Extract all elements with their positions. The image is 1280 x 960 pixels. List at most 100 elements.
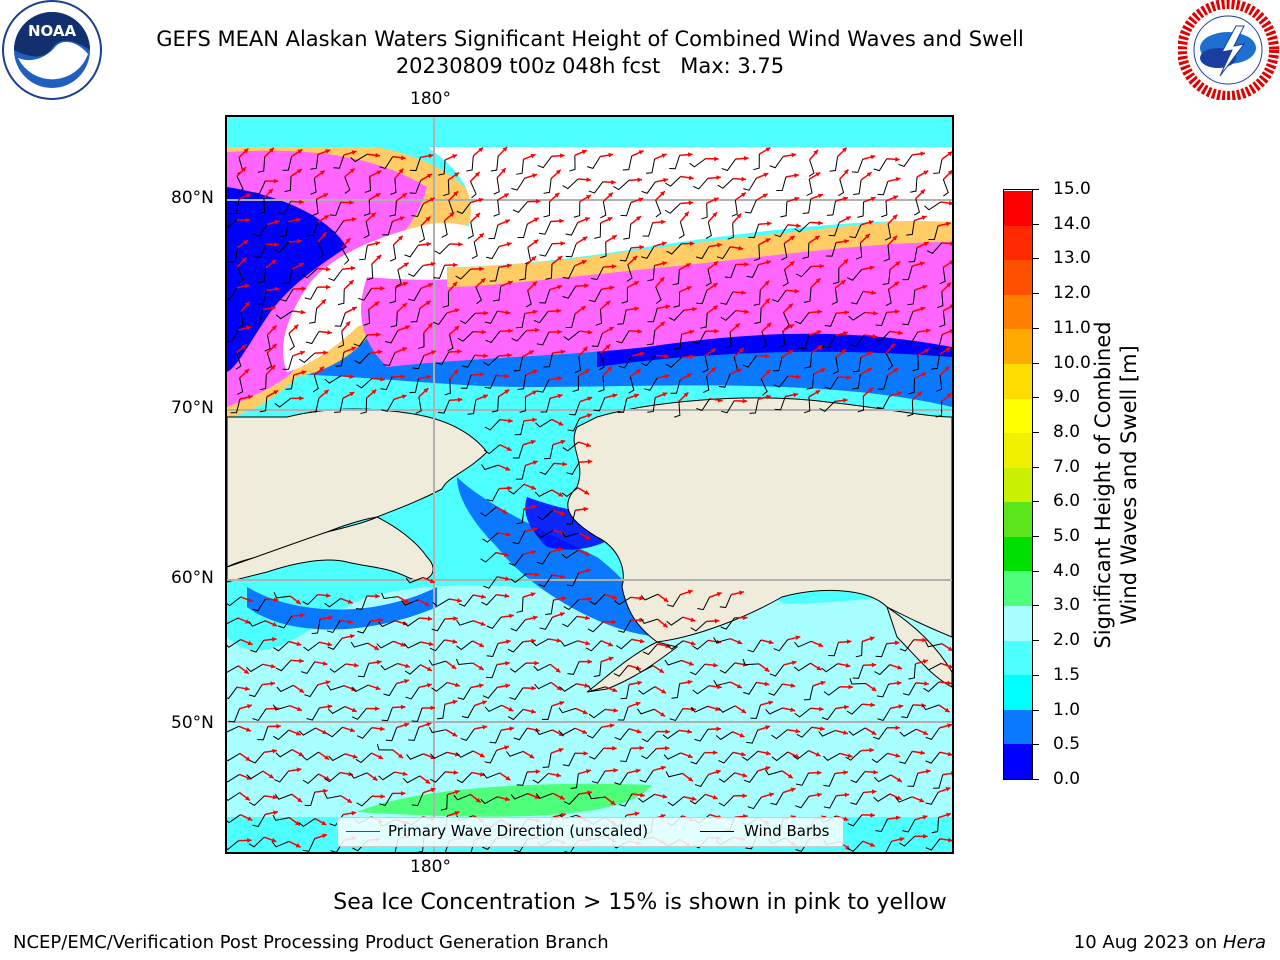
wave-direction-arrowhead bbox=[796, 223, 801, 229]
wave-direction-arrowhead bbox=[637, 328, 642, 334]
wind-barb bbox=[376, 743, 393, 751]
wind-barb bbox=[356, 727, 373, 739]
wind-barb bbox=[227, 686, 238, 700]
colorbar-tick-label: 8.0 bbox=[1032, 421, 1081, 442]
wave-direction-arrowhead bbox=[345, 238, 351, 244]
wave-direction-arrowhead bbox=[555, 667, 561, 673]
wind-barb bbox=[353, 334, 369, 347]
wind-barb bbox=[719, 594, 732, 609]
wind-barb bbox=[509, 662, 527, 673]
wave-direction-arrowhead bbox=[843, 770, 848, 775]
wave-direction-arrowhead bbox=[327, 704, 333, 710]
title-line-2: 20230809 t00z 048h fcst Max: 3.75 bbox=[395, 54, 785, 78]
wind-barb bbox=[403, 641, 421, 649]
wind-barb bbox=[237, 377, 244, 395]
wind-barb bbox=[563, 599, 580, 611]
wave-direction-arrowhead bbox=[639, 244, 644, 250]
wave-direction-arrowhead bbox=[845, 662, 851, 668]
wave-direction-arrowhead bbox=[740, 192, 746, 198]
wind-barb bbox=[662, 730, 680, 740]
wave-direction-arrowhead bbox=[923, 730, 929, 735]
wind-barb bbox=[273, 241, 290, 253]
wind-barb bbox=[725, 332, 732, 349]
wind-barb bbox=[617, 309, 627, 325]
wind-barb bbox=[415, 396, 422, 414]
wave-direction-arrowhead bbox=[247, 640, 253, 646]
wave-direction-arrowhead bbox=[502, 509, 508, 514]
vector-layer bbox=[227, 146, 952, 852]
wave-direction-arrowhead bbox=[478, 683, 484, 689]
wave-direction-arrowhead bbox=[557, 329, 562, 335]
wave-direction-arrowhead bbox=[323, 389, 329, 395]
wind-barb bbox=[411, 707, 423, 722]
wind-barb bbox=[873, 158, 888, 172]
wind-barb bbox=[484, 419, 501, 431]
wave-direction-arrowhead bbox=[351, 707, 357, 713]
wind-barb bbox=[536, 529, 554, 539]
wind-barb bbox=[655, 286, 662, 304]
wind-barb bbox=[516, 313, 526, 329]
wave-direction-arrowhead bbox=[404, 325, 410, 330]
wave-direction-arrowhead bbox=[268, 773, 274, 779]
wind-barb bbox=[536, 379, 550, 393]
wind-barb bbox=[337, 331, 345, 348]
wave-direction-arrowhead bbox=[895, 725, 900, 731]
wave-direction-arrowhead bbox=[323, 215, 329, 220]
wind-barb-swatch bbox=[700, 831, 734, 832]
wave-direction-arrowhead bbox=[687, 729, 692, 734]
wave-direction-arrowhead bbox=[898, 330, 903, 336]
wave-direction-arrowhead bbox=[376, 332, 381, 338]
wind-barb bbox=[907, 772, 919, 787]
wind-barb bbox=[850, 291, 864, 305]
wave-direction-arrowhead bbox=[817, 345, 823, 350]
wind-barb bbox=[456, 658, 473, 666]
wave-direction-arrowhead bbox=[479, 266, 484, 272]
wind-barb bbox=[719, 662, 736, 674]
wind-barb bbox=[381, 592, 398, 600]
wind-barb bbox=[408, 288, 422, 302]
wind-barb bbox=[875, 312, 888, 327]
sea-ice-blue-under bbox=[227, 187, 347, 372]
wave-direction-arrowhead bbox=[712, 212, 718, 218]
colorbar-label-line1: Significant Height of Combined bbox=[1091, 321, 1115, 649]
wave-direction-arrowhead bbox=[560, 574, 565, 579]
wave-direction-arrowhead bbox=[587, 459, 593, 465]
wind-barb bbox=[409, 157, 421, 172]
wave-direction-arrowhead bbox=[270, 681, 276, 687]
wind-barb bbox=[544, 444, 554, 460]
wave-direction-arrow bbox=[942, 305, 952, 312]
wave-direction-arrowhead bbox=[454, 811, 460, 816]
wave-direction-arrowhead bbox=[274, 219, 280, 225]
wave-direction-arrowhead bbox=[611, 619, 617, 625]
wave-direction-arrowhead bbox=[946, 282, 952, 288]
wave-direction-arrowhead bbox=[685, 263, 691, 268]
wave-direction-arrowhead bbox=[270, 365, 276, 370]
wave-direction-arrowhead bbox=[430, 350, 436, 355]
wave-direction-arrowhead bbox=[843, 259, 849, 264]
wind-barb bbox=[794, 640, 812, 648]
wind-barb bbox=[804, 396, 811, 414]
colorbar-tick-label: 6.0 bbox=[1032, 491, 1081, 512]
wind-barb bbox=[808, 159, 815, 177]
wind-barb bbox=[617, 398, 628, 414]
wind-barb bbox=[852, 374, 861, 390]
wave-direction-arrowhead bbox=[245, 193, 251, 198]
wind-barb bbox=[227, 792, 240, 801]
wind-barb bbox=[516, 508, 525, 525]
wave-direction-arrowhead bbox=[895, 156, 900, 162]
wave-direction-arrowhead bbox=[844, 792, 850, 798]
wind-barb bbox=[689, 663, 706, 676]
wave-direction-arrowhead bbox=[559, 795, 565, 800]
wave-direction-arrowhead bbox=[380, 726, 385, 732]
wave-direction-arrowhead bbox=[815, 278, 821, 284]
wave-direction-arrowhead bbox=[611, 264, 617, 269]
wave-direction-arrowhead bbox=[845, 216, 851, 221]
wind-barb bbox=[482, 772, 500, 779]
wave-direction-arrowhead bbox=[559, 700, 565, 706]
wind-barb bbox=[440, 794, 448, 811]
wind-barb bbox=[852, 357, 862, 373]
wave-direction-arrowhead bbox=[243, 669, 249, 674]
wind-barb bbox=[925, 641, 943, 648]
wave-direction-arrowhead bbox=[817, 792, 822, 798]
wave-direction-arrowhead bbox=[925, 769, 931, 774]
